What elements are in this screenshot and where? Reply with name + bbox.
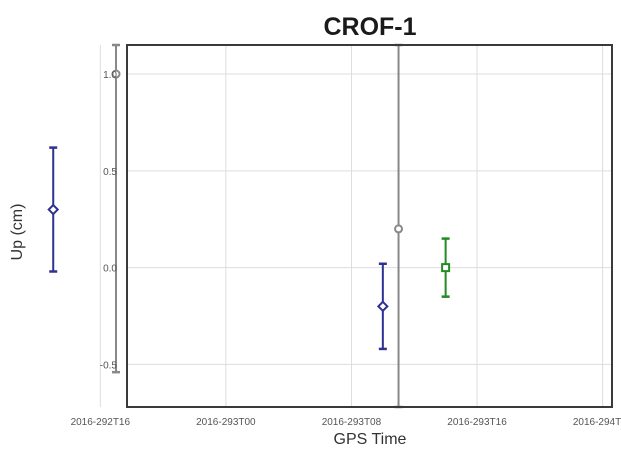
- plot-marks: [47, 43, 451, 409]
- data-point: [394, 43, 404, 409]
- y-axis-label: Up (cm): [9, 204, 26, 261]
- y-tick-label: 0.0: [103, 264, 117, 275]
- y-tick-label: 0.5: [103, 167, 117, 178]
- x-tick-label: 2016-293T16: [447, 417, 507, 428]
- point-marker: [111, 69, 121, 79]
- plot-frame: [126, 44, 613, 408]
- point-marker: [394, 224, 404, 234]
- grid: [99, 45, 612, 407]
- point-marker: [441, 263, 451, 273]
- x-axis-label: GPS Time: [334, 431, 407, 448]
- x-axis-ticks: 2016-292T16 2016-293T00 2016-293T08 2016-29…: [71, 417, 621, 428]
- point-marker: [47, 203, 60, 216]
- x-tick-label: 2016-292T16: [71, 417, 131, 428]
- x-tick-label: 2016-293T00: [196, 417, 256, 428]
- x-tick-label: 2016-294T00: [573, 417, 621, 428]
- data-point: [47, 146, 60, 273]
- y-axis-ticks: 1.0 0.5 0.0 -0.5: [100, 70, 118, 371]
- y-tick-label: -0.5: [100, 360, 118, 371]
- y-tick-label: 1.0: [103, 70, 117, 81]
- chart-title: CROF-1: [323, 13, 416, 41]
- x-tick-label: 2016-293T08: [322, 417, 382, 428]
- data-point: [376, 262, 389, 351]
- data-point: [111, 43, 121, 374]
- data-point: [441, 237, 451, 298]
- point-marker: [376, 300, 389, 313]
